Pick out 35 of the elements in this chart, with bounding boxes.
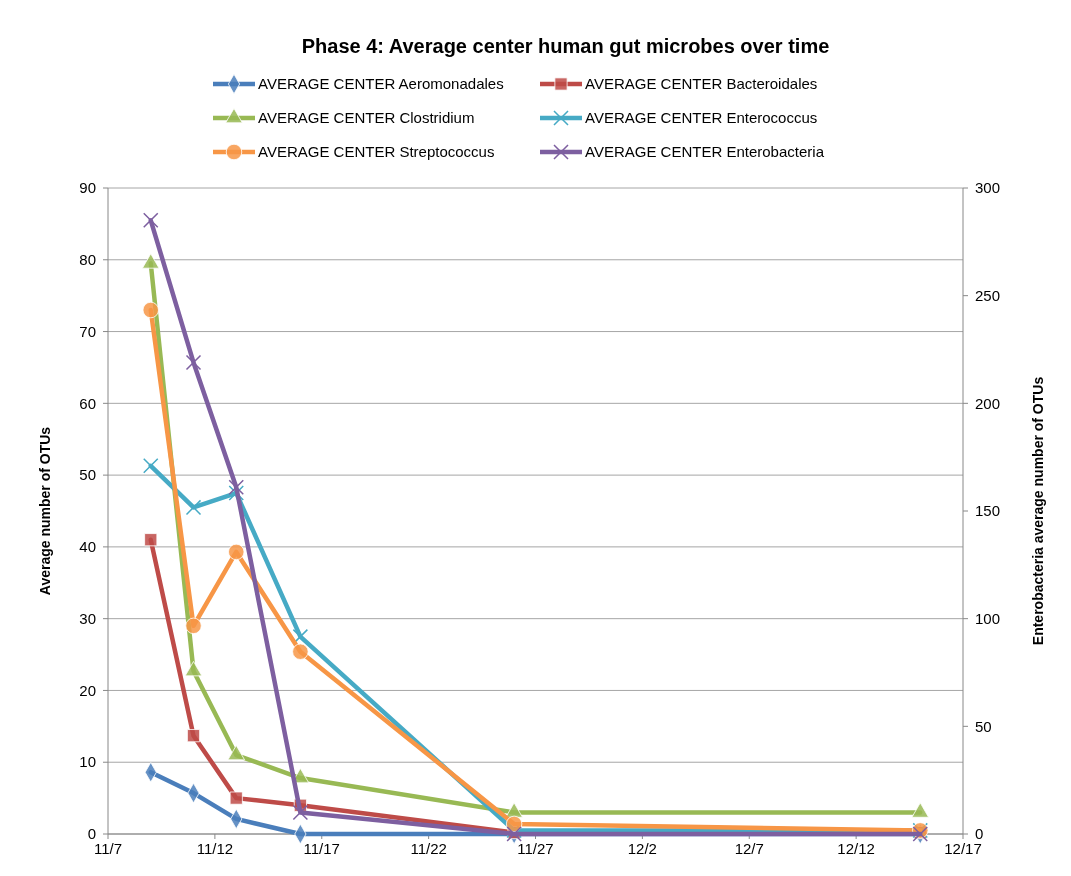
x-tick-label: 11/22: [410, 840, 447, 857]
y2-tick-label: 100: [975, 609, 1001, 627]
y-tick-label: 20: [79, 681, 96, 699]
legend-label: AVERAGE CENTER Clostridium: [258, 109, 475, 127]
y-tick-label: 90: [79, 179, 96, 197]
chart-title: Phase 4: Average center human gut microbes over time: [301, 35, 830, 57]
x-tick-label: 12/12: [837, 840, 875, 857]
y-axis-title: Average number of OTUs: [37, 426, 53, 596]
y2-tick-label: 50: [975, 717, 992, 735]
legend-label: AVERAGE CENTER Enterococcus: [585, 109, 818, 127]
y-tick-label: 10: [79, 753, 96, 771]
y2-tick-label: 150: [975, 502, 1001, 520]
x-tick-label: 11/12: [196, 840, 234, 857]
legend-label: AVERAGE CENTER Streptococcus: [258, 143, 495, 161]
y2-tick-label: 200: [975, 394, 1001, 412]
x-tick-label: 11/27: [517, 840, 554, 857]
x-tick-label: 12/2: [627, 840, 657, 857]
y-tick-label: 30: [79, 609, 96, 627]
x-tick-label: 11/17: [303, 840, 340, 857]
y2-tick-label: 250: [975, 286, 1001, 304]
y2-tick-label: 0: [975, 825, 984, 843]
y-tick-label: 40: [79, 538, 96, 556]
x-tick-label: 12/17: [944, 840, 982, 857]
x-tick-label: 11/7: [93, 840, 123, 857]
y-tick-label: 80: [79, 251, 96, 269]
y-tick-label: 0: [87, 825, 96, 843]
y2-axis-title: Enterobacteria average number of OTUs: [1030, 376, 1046, 646]
y2-tick-label: 300: [975, 179, 1001, 197]
y-tick-label: 50: [79, 466, 96, 484]
legend-label: AVERAGE CENTER Enterobacteria: [585, 143, 825, 161]
legend-label: AVERAGE CENTER Bacteroidales: [585, 75, 818, 93]
y-tick-label: 70: [79, 322, 96, 340]
x-tick-label: 12/7: [734, 840, 764, 857]
y-tick-label: 60: [79, 394, 96, 412]
legend-label: AVERAGE CENTER Aeromonadales: [258, 75, 504, 93]
